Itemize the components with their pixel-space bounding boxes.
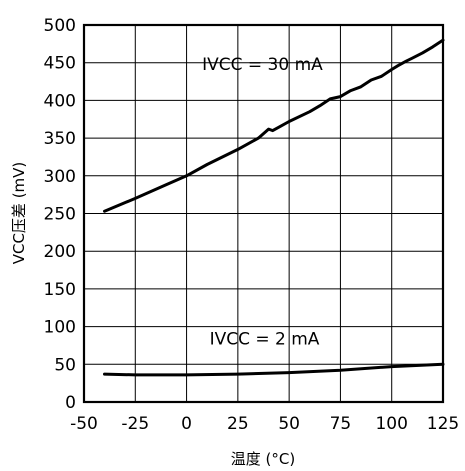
grid-lines	[84, 25, 443, 402]
y-tick-label: 300	[44, 167, 76, 187]
x-axis-title: 温度 (°C)	[231, 450, 295, 468]
annotation-label-2: IVCC = 2 mA	[210, 330, 320, 350]
y-tick-label: 400	[44, 91, 76, 111]
x-tick-label: 0	[181, 414, 192, 434]
x-tick-label: 50	[278, 414, 300, 434]
x-tick-label: -25	[121, 414, 149, 434]
x-tick-label: 25	[227, 414, 249, 434]
y-tick-label: 50	[54, 355, 76, 375]
y-tick-label: 350	[44, 129, 76, 149]
x-tick-labels: -50 -25 0 25 50 75 100 125	[70, 414, 459, 434]
y-tick-label: 450	[44, 54, 76, 74]
annotations: IVCC = 30 mA IVCC = 2 mA	[202, 55, 323, 349]
x-tick-label: 125	[427, 414, 459, 434]
x-tick-label: 100	[375, 414, 407, 434]
y-tick-label: 250	[44, 205, 76, 225]
x-tick-label: 75	[330, 414, 352, 434]
y-tick-label: 200	[44, 242, 76, 262]
x-tick-label: -50	[70, 414, 98, 434]
series-line-2	[103, 362, 445, 377]
y-tick-label: 100	[44, 318, 76, 338]
y-tick-label: 150	[44, 280, 76, 300]
series-line-1	[103, 38, 445, 213]
y-axis-title: VCC压差 (mV)	[10, 162, 28, 265]
series-lines	[103, 38, 445, 377]
y-tick-label: 500	[44, 16, 76, 36]
plot-frame	[82, 23, 445, 404]
y-tick-labels: 0 50 100 150 200 250 300 350 400 450 500	[44, 16, 76, 413]
annotation-label-1: IVCC = 30 mA	[202, 55, 323, 75]
y-tick-label: 0	[65, 393, 76, 413]
